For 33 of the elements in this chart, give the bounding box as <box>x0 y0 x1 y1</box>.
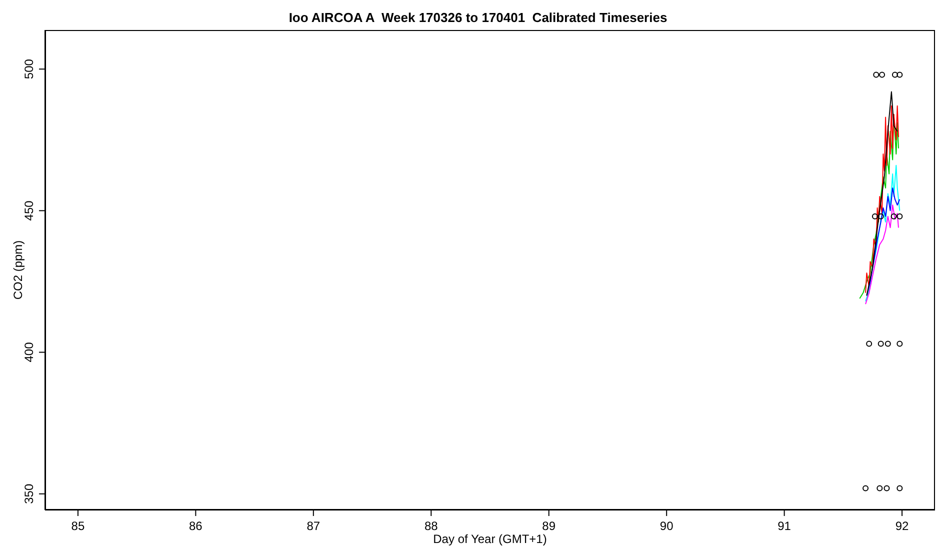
point <box>876 485 883 492</box>
point <box>884 485 890 492</box>
point <box>884 340 891 347</box>
point <box>879 72 886 78</box>
x-tick-label: 91 <box>778 519 792 533</box>
point <box>873 72 880 78</box>
line-series <box>865 164 900 302</box>
y-tick-label: 350 <box>22 484 36 504</box>
chart-title: Ioo AIRCOA A Week 170326 to 170401 Calibrated Timeseries <box>288 9 668 25</box>
point <box>892 72 898 78</box>
x-tick-label: 90 <box>660 519 674 533</box>
point <box>862 485 869 492</box>
x-tick-label: 86 <box>189 519 203 533</box>
y-axis-title: CO2 (ppm) <box>11 240 25 300</box>
point <box>878 213 884 220</box>
x-tick-label: 85 <box>71 519 85 533</box>
point <box>878 340 884 347</box>
x-tick-label: 89 <box>542 519 556 533</box>
x-tick-label: 88 <box>424 519 438 533</box>
point <box>896 485 903 492</box>
point <box>890 213 897 220</box>
y-tick-label: 500 <box>22 58 36 80</box>
y-tick-label: 400 <box>22 342 36 362</box>
x-axis-title: Day of Year (GMT+1) <box>432 532 548 546</box>
point <box>896 72 903 78</box>
line-series <box>866 188 900 296</box>
point <box>896 340 903 347</box>
point <box>872 213 878 220</box>
y-tick-label: 450 <box>22 200 36 221</box>
x-tick-label: 87 <box>306 519 320 533</box>
point <box>866 340 872 347</box>
point <box>896 213 903 220</box>
x-tick-label: 92 <box>895 519 910 533</box>
